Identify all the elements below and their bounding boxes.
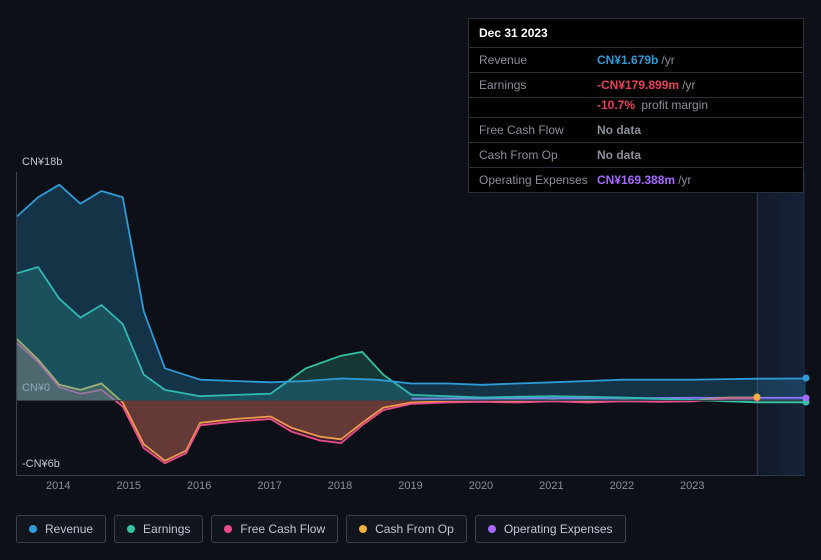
legend-item[interactable]: Revenue xyxy=(16,515,106,543)
tooltip-row-label: Cash From Op xyxy=(479,148,597,162)
plot-region[interactable] xyxy=(16,172,805,476)
tooltip-row: Free Cash FlowNo data xyxy=(469,118,803,143)
tooltip-row: Operating ExpensesCN¥169.388m/yr xyxy=(469,168,803,192)
series-end-marker xyxy=(753,394,760,401)
chart-svg xyxy=(17,172,806,476)
tooltip-date: Dec 31 2023 xyxy=(469,19,803,48)
zero-line xyxy=(17,400,806,401)
x-axis-year: 2020 xyxy=(469,480,493,492)
legend-label: Free Cash Flow xyxy=(240,522,325,536)
series-end-marker xyxy=(803,375,810,382)
legend-label: Earnings xyxy=(143,522,190,536)
legend-item[interactable]: Free Cash Flow xyxy=(211,515,338,543)
legend-dot-icon xyxy=(127,525,135,533)
chart-area: CN¥18b CN¥0 -CN¥6b 201420152016201720182… xyxy=(16,160,805,500)
tooltip-row-label: Free Cash Flow xyxy=(479,123,597,137)
tooltip-row-value: CN¥1.679b/yr xyxy=(597,53,793,67)
tooltip-row: Earnings-CN¥179.899m/yr xyxy=(469,73,803,98)
legend-dot-icon xyxy=(29,525,37,533)
series-end-marker xyxy=(803,394,810,401)
legend-item[interactable]: Cash From Op xyxy=(346,515,467,543)
tooltip-row-value: No data xyxy=(597,148,793,162)
legend: Revenue Earnings Free Cash Flow Cash From O… xyxy=(16,515,626,543)
legend-item[interactable]: Operating Expenses xyxy=(475,515,626,543)
tooltip-row-label: Earnings xyxy=(479,78,597,92)
legend-item[interactable]: Earnings xyxy=(114,515,203,543)
tooltip-row-value: No data xyxy=(597,123,793,137)
tooltip-row-value: CN¥169.388m/yr xyxy=(597,173,793,187)
finance-chart-panel: Dec 31 2023 RevenueCN¥1.679b/yrEarnings-… xyxy=(0,0,821,560)
legend-label: Revenue xyxy=(45,522,93,536)
x-axis-year: 2023 xyxy=(680,480,704,492)
x-axis-year: 2021 xyxy=(539,480,563,492)
current-date-line xyxy=(757,172,758,476)
tooltip-row-value: -CN¥179.899m/yr xyxy=(597,78,793,92)
legend-dot-icon xyxy=(359,525,367,533)
tooltip-sub-row: -10.7% profit margin xyxy=(469,98,803,118)
x-axis-year: 2022 xyxy=(610,480,634,492)
x-axis-year: 2014 xyxy=(46,480,70,492)
x-axis-labels: 2014 2015 2016 2017 2018 2019 2020 2021 2022 2023 xyxy=(16,480,805,496)
tooltip-row-label: Revenue xyxy=(479,53,597,67)
tooltip-rows: RevenueCN¥1.679b/yrEarnings-CN¥179.899m/… xyxy=(469,48,803,192)
x-axis-year: 2019 xyxy=(398,480,422,492)
legend-label: Operating Expenses xyxy=(504,522,613,536)
legend-dot-icon xyxy=(224,525,232,533)
x-axis-year: 2015 xyxy=(116,480,140,492)
tooltip-row: Cash From OpNo data xyxy=(469,143,803,168)
tooltip-row: RevenueCN¥1.679b/yr xyxy=(469,48,803,73)
y-axis-max-label: CN¥18b xyxy=(22,156,62,168)
data-tooltip: Dec 31 2023 RevenueCN¥1.679b/yrEarnings-… xyxy=(468,18,804,193)
x-axis-year: 2017 xyxy=(257,480,281,492)
x-axis-year: 2016 xyxy=(187,480,211,492)
legend-dot-icon xyxy=(488,525,496,533)
tooltip-row-label: Operating Expenses xyxy=(479,173,597,187)
legend-label: Cash From Op xyxy=(375,522,454,536)
x-axis-year: 2018 xyxy=(328,480,352,492)
